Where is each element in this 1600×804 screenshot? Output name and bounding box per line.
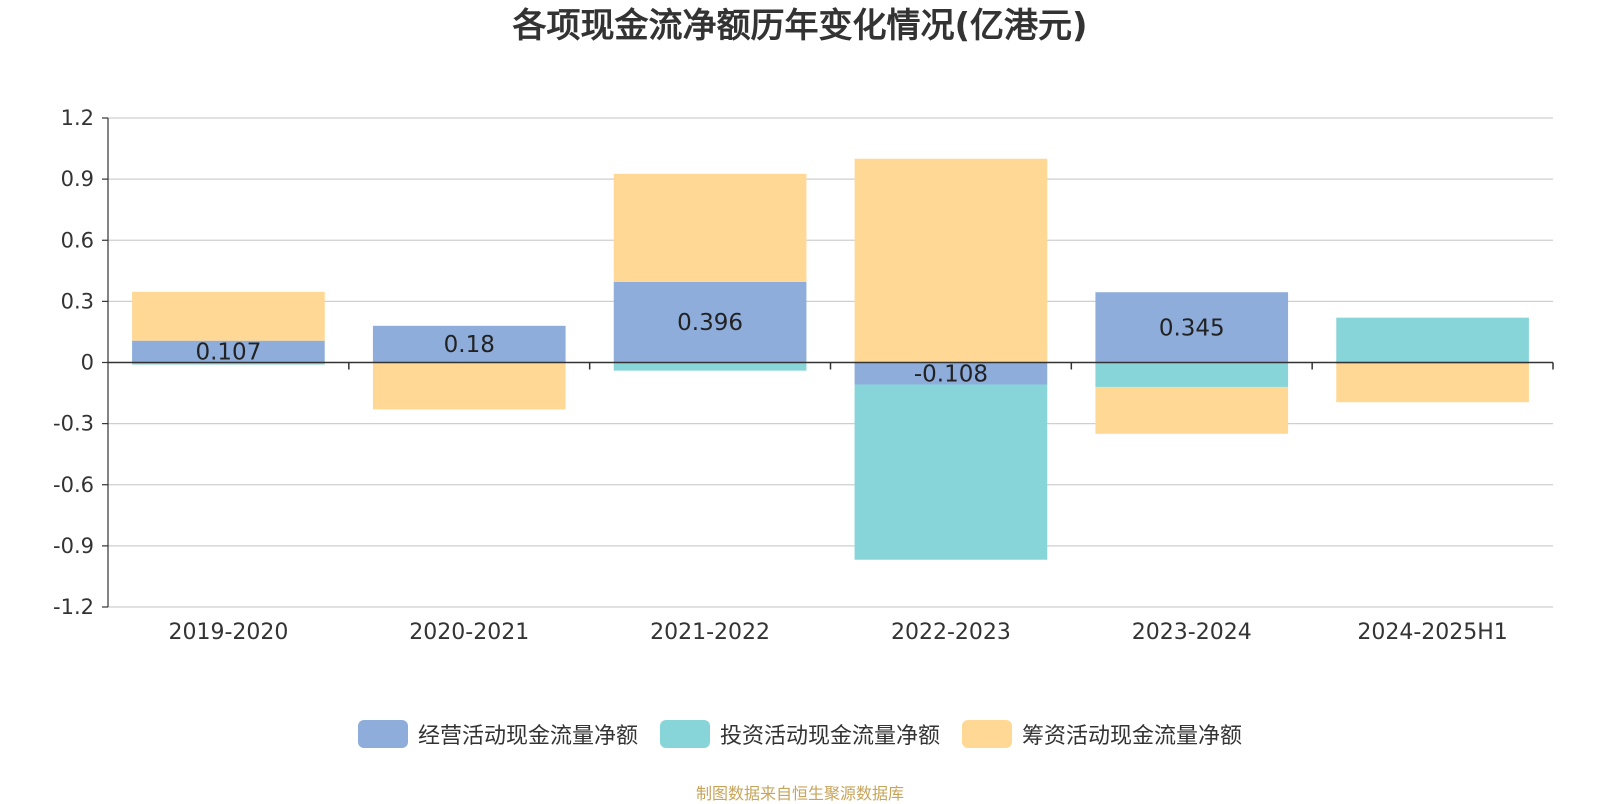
bar-investing-4 (1095, 362, 1289, 387)
x-category-label: 2021-2022 (650, 620, 770, 645)
legend-item-financing[interactable]: 筹资活动现金流量净额 (962, 718, 1242, 750)
bar-financing-0 (132, 291, 325, 341)
y-tick-label: -0.6 (53, 473, 94, 497)
data-source-note: 制图数据来自恒生聚源数据库 (695, 784, 904, 803)
data-label-operating-1: 0.18 (444, 332, 495, 358)
x-category-label: 2023-2024 (1132, 620, 1252, 645)
bar-operating-1 (372, 325, 566, 363)
legend-item-operating[interactable]: 经营活动现金流量净额 (357, 718, 638, 750)
chart-legend: 经营活动现金流量净额 投资活动现金流量净额 筹资活动现金流量净额 (0, 718, 1600, 750)
bar-investing-0 (132, 362, 325, 365)
bar-operating-4 (1095, 292, 1289, 363)
y-tick-label: 0 (81, 351, 94, 375)
bar-financing-4 (1095, 386, 1289, 434)
y-tick-label: -0.9 (53, 534, 94, 558)
x-category-label: 2020-2021 (409, 620, 529, 645)
bar-operating-3 (854, 362, 1048, 385)
x-category-label: 2022-2023 (891, 620, 1011, 645)
bar-operating-2 (613, 281, 807, 363)
data-label-operating-3: -0.108 (914, 362, 988, 388)
bar-operating-0 (132, 340, 325, 363)
data-label-operating-4: 0.345 (1159, 315, 1225, 341)
y-tick-label: 1.2 (61, 106, 94, 130)
y-tick-label: -1.2 (53, 595, 94, 619)
y-tick-label: 0.6 (61, 228, 94, 252)
bar-investing-2 (613, 362, 807, 371)
chart-plot-area: 1.2 0.9 0.6 0.3 0 -0.3 -0.6 -0.9 -1.2 0.107 0.18 0.… (53, 106, 1554, 645)
y-tick-label: 0.3 (61, 289, 94, 313)
bar-financing-3 (854, 158, 1048, 363)
legend-label-investing: 投资活动现金流量净额 (719, 724, 940, 749)
bar-financing-5 (1336, 363, 1529, 403)
y-tick-label: 0.9 (61, 167, 94, 191)
bar-financing-2 (613, 173, 807, 282)
legend-label-operating: 经营活动现金流量净额 (417, 724, 638, 749)
bar-financing-1 (372, 362, 566, 410)
data-label-operating-0: 0.107 (195, 340, 261, 366)
bar-investing-5 (1336, 317, 1529, 363)
bar-investing-3 (854, 384, 1048, 560)
legend-item-investing[interactable]: 投资活动现金流量净额 (659, 718, 940, 750)
y-tick-label: -0.3 (53, 412, 94, 436)
chart-title: 各项现金流净额历年变化情况(亿港元) (512, 6, 1088, 46)
legend-swatch-investing (659, 720, 710, 748)
legend-label-financing: 筹资活动现金流量净额 (1022, 724, 1243, 749)
legend-swatch-financing (962, 720, 1012, 748)
x-category-label: 2024-2025H1 (1357, 620, 1507, 645)
x-category-label: 2019-2020 (168, 620, 288, 645)
legend-swatch-operating (357, 720, 408, 748)
data-label-operating-2: 0.396 (677, 310, 743, 336)
